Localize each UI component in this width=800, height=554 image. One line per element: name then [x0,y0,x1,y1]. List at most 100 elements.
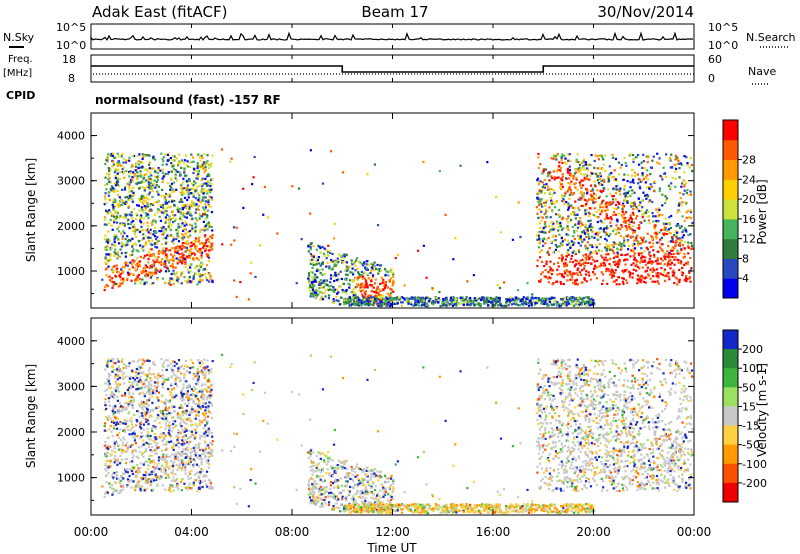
power-cell [177,281,180,284]
velocity-cell [164,378,167,381]
power-cell [188,165,191,169]
power-cell [576,283,580,286]
power-cell [658,262,661,265]
power-cell [173,199,176,203]
power-cell [178,153,181,156]
velocity-cell [120,394,124,397]
power-cell [114,234,117,237]
power-cell [362,263,365,266]
power-cell [423,301,426,304]
power-cell [180,218,183,222]
power-cell [642,280,646,283]
power-cell [657,207,661,210]
power-cell [204,225,207,228]
power-cell [390,291,393,295]
velocity-cell [154,419,157,423]
power-cell [660,243,663,246]
power-cell [541,185,544,189]
power-cell [179,173,183,176]
power-cell [590,235,593,238]
power-cell [627,219,631,222]
power-cell [654,224,657,227]
power-cell [186,268,190,271]
power-cell [127,222,130,226]
power-cell [575,176,578,180]
power-cell [173,219,177,222]
power-cell [108,209,111,212]
velocity-cell [114,380,117,383]
power-cell [568,299,571,302]
power-cell [605,243,608,246]
power-cell [186,281,189,284]
power-cell [151,223,154,226]
power-cell [541,230,544,233]
power-cell [122,270,125,273]
power-cell [689,280,692,283]
power-cell [126,183,130,186]
power-cell [179,247,182,250]
power-cell [582,300,585,304]
power-cell [636,215,639,218]
power-cell [144,244,147,247]
power-cell [399,297,402,300]
power-cell [142,249,145,252]
power-cell [121,235,125,238]
power-cell [186,187,189,190]
power-cell [576,267,580,270]
power-cell [395,298,398,301]
power-cell [166,213,169,217]
power-cell [452,258,455,261]
power-cell [157,185,161,188]
power-cell [335,278,338,282]
power-cell [140,271,143,275]
power-cell [407,302,410,305]
velocity-cell [140,412,143,415]
power-cell [567,171,570,174]
power-cell [334,274,338,277]
velocity-cell [137,365,140,368]
power-cell [638,240,641,244]
power-cell [547,253,551,256]
velocity-cell [157,374,160,377]
power-cell [172,282,175,285]
power-cell [165,210,168,213]
power-cell [623,239,626,242]
velocity-cell [164,408,167,411]
power-cell [595,215,598,218]
power-cell [370,284,373,288]
power-cell [104,261,107,264]
power-cell [672,240,675,243]
power-cell [137,250,140,253]
power-cell [609,216,612,219]
power-cell [610,171,613,175]
power-cell [210,243,213,247]
power-cell [110,268,113,271]
power-cell [669,267,672,270]
velocity-cell [123,394,126,397]
power-cell [111,286,114,289]
power-cell [583,264,586,267]
power-cell [545,208,548,211]
velocity-cell [125,406,128,409]
velocity-cell [171,453,174,456]
power-cell [369,269,373,272]
power-cell [332,286,335,289]
power-cell [209,165,213,168]
power-cell [136,228,139,231]
power-cell [668,158,671,161]
power-cell [606,204,609,207]
power-cell [689,233,692,236]
power-cell [145,241,148,244]
power-cell [190,182,193,185]
power-cell [584,173,588,176]
power-cell [549,197,553,200]
power-cell [687,234,690,237]
power-cell [179,215,182,218]
power-cell [161,277,165,280]
power-cell [164,202,167,206]
power-cell [674,244,677,247]
power-cell [332,289,335,292]
nave-tick-top: 60 [708,53,722,66]
power-cell [563,272,567,275]
power-cell [139,161,142,164]
